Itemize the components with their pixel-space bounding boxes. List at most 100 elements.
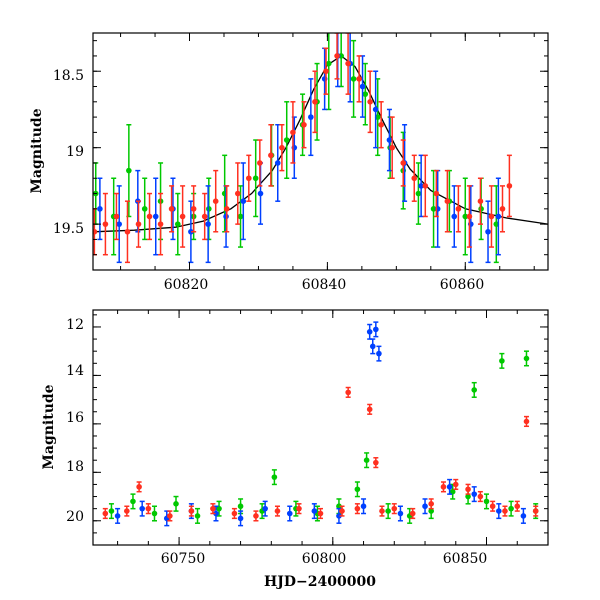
data-point	[262, 505, 268, 512]
data-point	[415, 190, 422, 197]
bottom-plot-area	[102, 321, 539, 527]
bottom-y-axis-title: Magnitude	[41, 384, 57, 469]
data-point	[523, 355, 530, 362]
data-point	[391, 505, 398, 512]
data-point	[271, 474, 278, 480]
data-point	[471, 491, 478, 497]
data-point	[477, 198, 484, 204]
data-point	[489, 503, 496, 510]
top-panel: 60820 60840 60860 18.5 19 19.5 Magnitude	[29, 32, 549, 293]
top-xtick-label: 60840	[302, 277, 347, 293]
data-point	[389, 144, 395, 151]
data-point	[194, 513, 201, 519]
data-point	[234, 190, 241, 197]
data-point	[223, 206, 230, 212]
data-point	[422, 183, 429, 189]
data-point	[274, 160, 281, 166]
bottom-ytick-label: 20	[66, 509, 84, 525]
data-point	[356, 76, 362, 82]
data-point	[108, 508, 115, 514]
data-point	[212, 198, 219, 204]
data-point	[317, 510, 324, 517]
data-point	[354, 486, 361, 493]
data-point	[216, 505, 222, 512]
data-point	[237, 503, 244, 510]
data-point	[378, 121, 384, 128]
data-point	[237, 213, 244, 220]
data-point	[268, 152, 274, 159]
data-point	[190, 206, 197, 212]
data-point	[253, 513, 259, 519]
data-point	[369, 343, 376, 350]
data-point	[188, 508, 195, 514]
data-point	[308, 114, 314, 120]
data-point	[360, 503, 367, 510]
data-point	[336, 503, 342, 510]
data-point	[102, 221, 109, 227]
data-point	[345, 389, 351, 396]
data-point	[246, 175, 252, 182]
data-point	[135, 221, 142, 227]
data-point	[141, 206, 148, 212]
data-point	[499, 206, 506, 212]
data-point	[152, 213, 159, 220]
data-point	[188, 228, 194, 235]
data-point	[139, 505, 145, 512]
data-point	[179, 213, 186, 220]
data-point	[237, 515, 244, 522]
data-point	[502, 508, 508, 514]
bottom-ticks	[93, 310, 549, 546]
data-point	[451, 213, 458, 220]
data-point	[146, 213, 153, 220]
data-point	[376, 350, 382, 357]
data-point	[499, 358, 505, 364]
data-point	[205, 221, 211, 227]
data-point	[290, 129, 296, 136]
data-point	[411, 175, 418, 182]
data-point	[174, 221, 181, 227]
data-point	[409, 510, 416, 517]
data-point	[213, 510, 219, 517]
data-point	[286, 510, 293, 517]
data-point	[462, 213, 469, 220]
data-point	[168, 206, 175, 212]
data-point	[354, 505, 361, 512]
data-point	[386, 137, 393, 143]
data-point	[201, 213, 208, 220]
data-point	[283, 137, 290, 143]
data-point	[485, 228, 491, 235]
data-point	[116, 221, 122, 227]
data-point	[367, 99, 373, 105]
top-y-axis-title: Magnitude	[29, 108, 45, 193]
data-point	[350, 76, 357, 82]
data-point	[301, 121, 307, 128]
data-point	[210, 505, 216, 512]
data-point	[362, 91, 369, 97]
data-point	[126, 167, 132, 174]
data-point	[173, 501, 179, 507]
data-point	[488, 213, 495, 220]
bottom-xtick-label: 60750	[161, 551, 206, 567]
data-point	[444, 198, 451, 204]
data-point	[102, 510, 109, 517]
data-point	[397, 510, 404, 517]
data-point	[97, 206, 103, 212]
bottom-ytick-label: 18	[66, 459, 84, 475]
bottom-ytick-label: 12	[66, 317, 84, 333]
data-point	[496, 508, 502, 514]
top-ytick-label: 18.5	[53, 68, 84, 84]
data-point	[157, 221, 164, 227]
data-point	[523, 418, 530, 425]
data-point	[400, 160, 407, 166]
data-point	[274, 508, 281, 514]
data-point	[359, 83, 366, 90]
data-point	[257, 190, 264, 197]
data-point	[334, 53, 340, 59]
data-point	[252, 175, 259, 182]
data-point	[130, 498, 136, 505]
data-point	[257, 160, 263, 166]
data-point	[428, 501, 434, 507]
data-point	[339, 508, 345, 514]
data-point	[336, 513, 342, 519]
